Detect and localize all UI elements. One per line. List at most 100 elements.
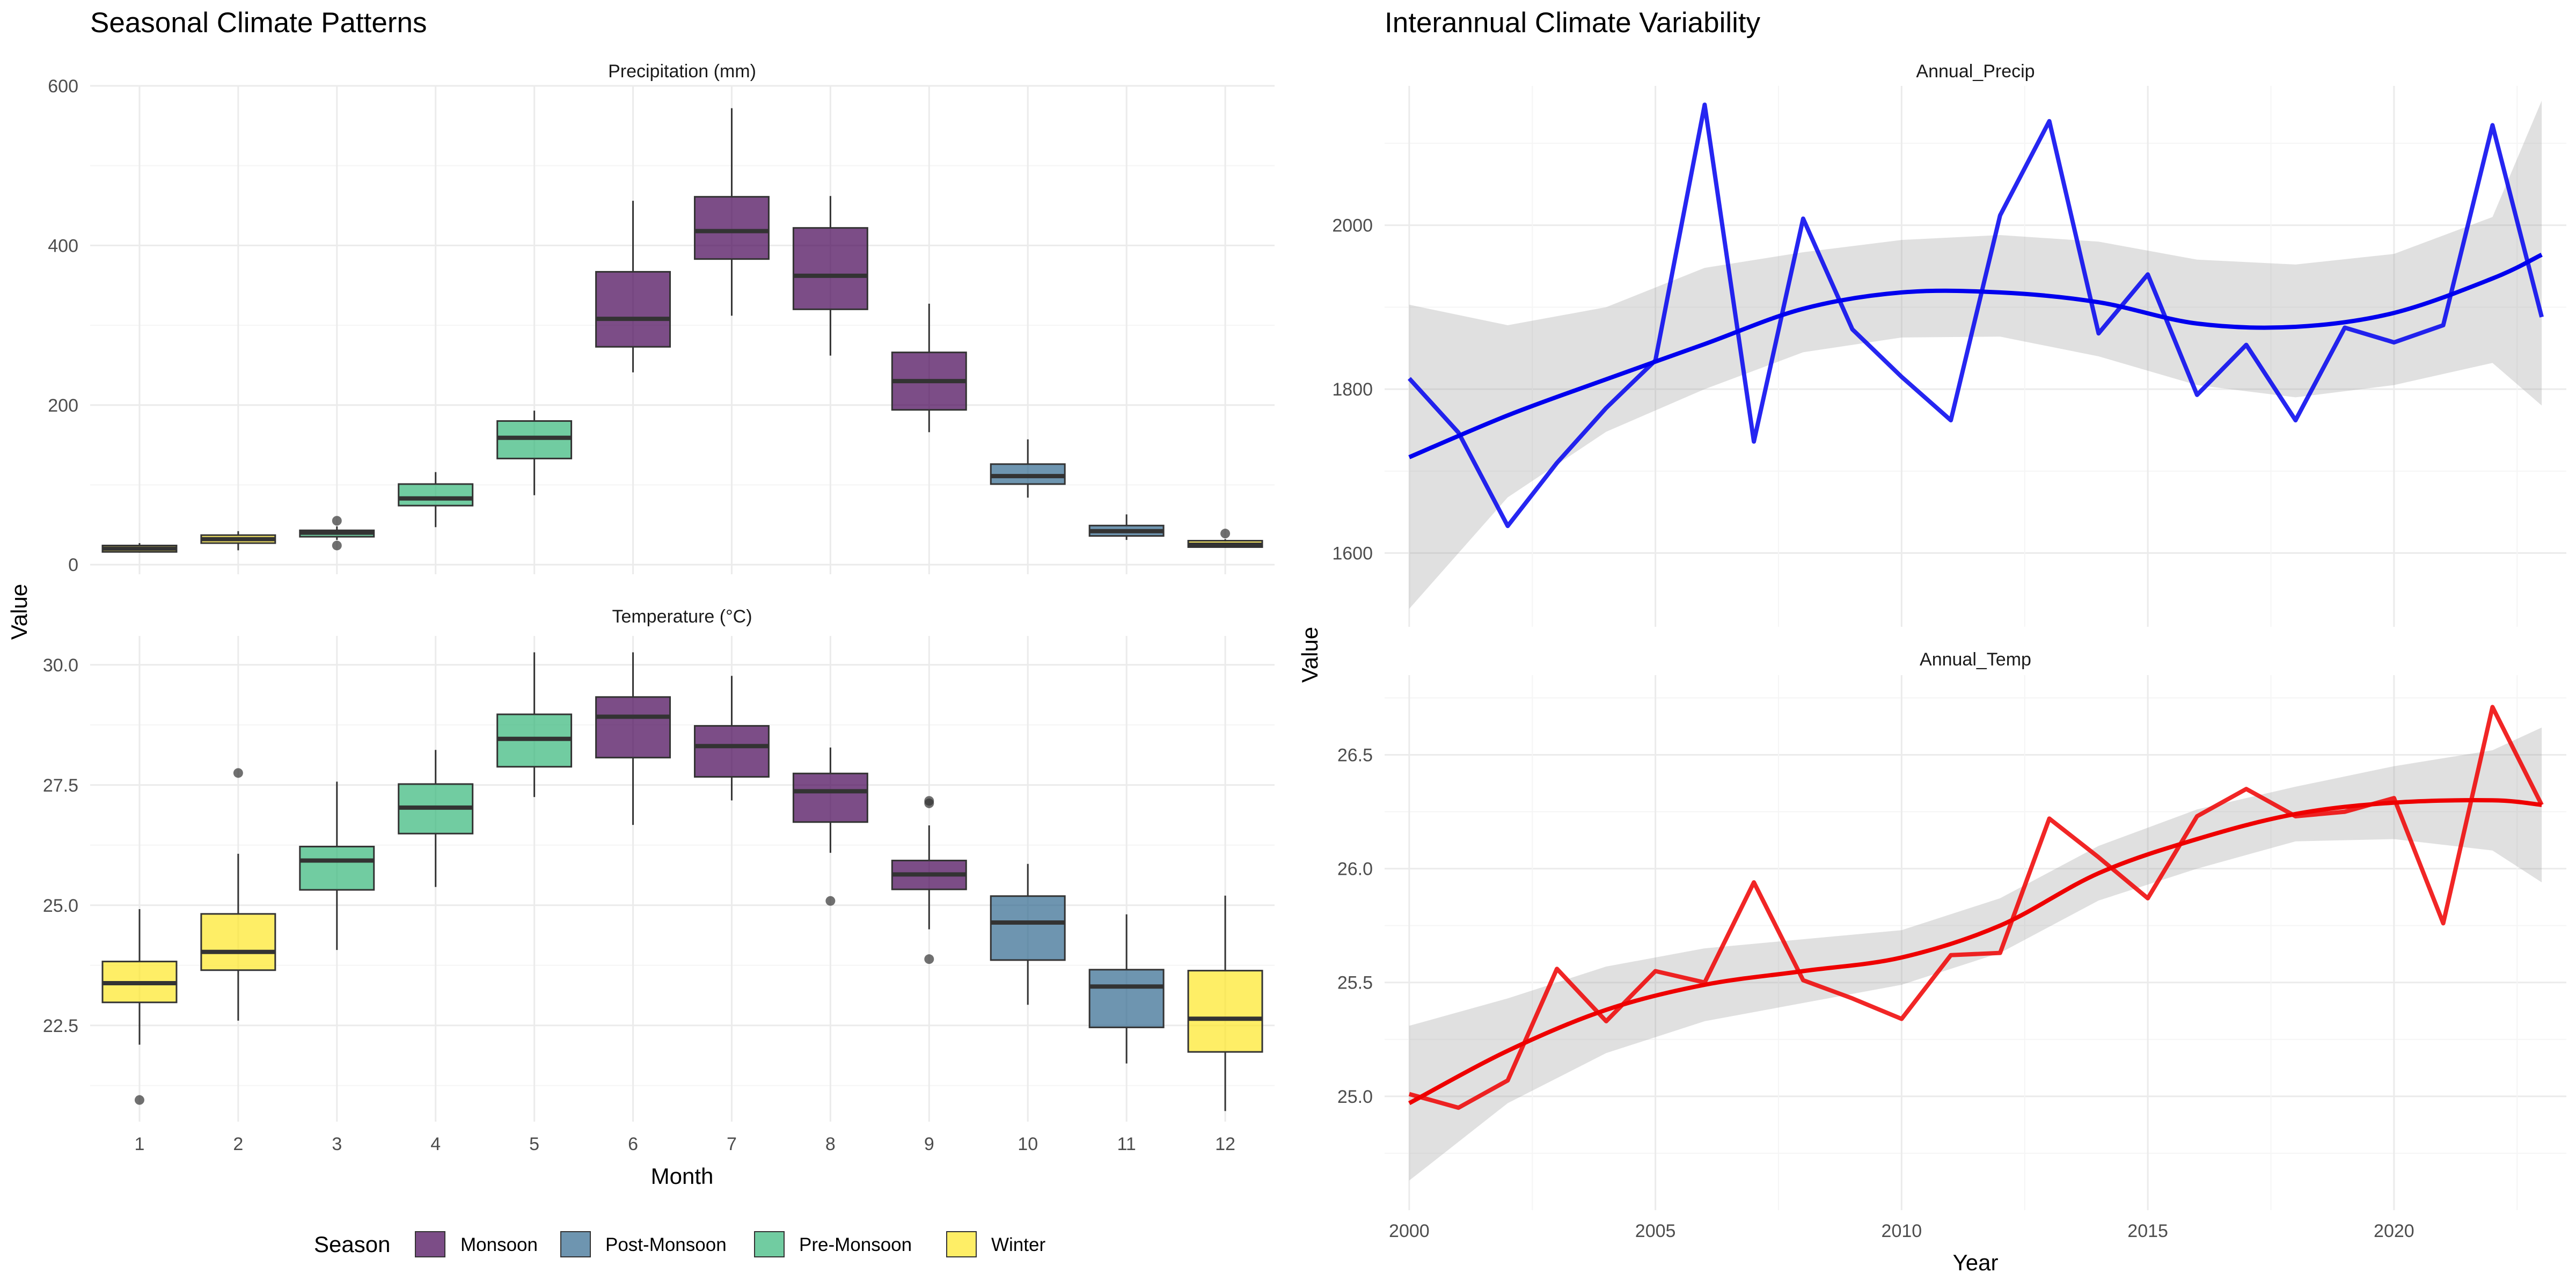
y-tick-label: 25.0 <box>43 896 78 916</box>
y-tick-label: 22.5 <box>43 1016 78 1036</box>
box-month-12 <box>1187 529 1263 548</box>
season-legend: Season Monsoon Post-Monsoon Pre-Monsoon … <box>314 1231 1045 1257</box>
right-x-axis-label: Year <box>1953 1250 1999 1275</box>
box <box>1088 969 1165 1028</box>
x-tick-label: 9 <box>924 1134 934 1154</box>
y-tick-label: 26.0 <box>1337 859 1373 880</box>
x-tick-label: 8 <box>825 1134 836 1154</box>
temperature-strip-label: Temperature (°C) <box>612 606 752 627</box>
right-chart-title: Interannual Climate Variability <box>1385 7 1761 39</box>
gridlines <box>1385 675 2566 1210</box>
box <box>595 270 671 348</box>
box-month-9 <box>891 796 967 964</box>
box <box>792 227 868 310</box>
legend-key-winter <box>946 1231 977 1257</box>
legend-label-winter: Winter <box>991 1234 1045 1255</box>
x-tick-label: 2020 <box>2374 1221 2414 1241</box>
x-tick-label: 2000 <box>1389 1221 1430 1241</box>
x-tick-label: 1 <box>134 1134 144 1154</box>
annual-precip-panel: Annual_Precip 1600 1800 2000 <box>1332 61 2566 627</box>
box <box>693 725 770 778</box>
outlier-point <box>825 896 836 906</box>
box-month-3 <box>299 516 375 551</box>
legend-label-post-monsoon: Post-Monsoon <box>605 1234 727 1255</box>
y-tick-label: 2000 <box>1332 216 1373 236</box>
y-tick-label: 25.0 <box>1337 1087 1373 1107</box>
y-tick-label: 600 <box>48 76 78 97</box>
left-y-axis-label: Value <box>6 584 32 640</box>
legend-label-pre-monsoon: Pre-Monsoon <box>799 1234 912 1255</box>
box-month-7 <box>693 108 770 316</box>
x-tick-label: 2 <box>233 1134 243 1154</box>
series-line <box>1407 103 2544 529</box>
outlier-point <box>924 798 934 808</box>
x-tick-label: 5 <box>529 1134 539 1154</box>
x-tick-label: 12 <box>1215 1134 1235 1154</box>
annual-precip-strip-label: Annual_Precip <box>1916 61 2035 82</box>
box <box>200 913 276 971</box>
right-y-axis-label: Value <box>1297 627 1322 683</box>
annual-temp-panel: Annual_Temp 25.0 25.5 26.0 26.5 2000 2005 2010… <box>1337 649 2566 1241</box>
legend-title: Season <box>314 1232 390 1257</box>
annual-temp-strip-label: Annual_Temp <box>1920 649 2031 670</box>
x-tick-label: 3 <box>332 1134 342 1154</box>
y-tick-label: 25.5 <box>1337 973 1373 993</box>
left-chart-title: Seasonal Climate Patterns <box>90 7 427 39</box>
confidence-band <box>1409 100 2542 609</box>
y-tick-label: 400 <box>48 236 78 256</box>
box-month-10 <box>990 863 1066 1005</box>
x-tick-label: 2015 <box>2127 1221 2168 1241</box>
box <box>990 895 1066 961</box>
box-month-4 <box>398 750 474 887</box>
outlier-point <box>924 954 934 964</box>
box-month-1 <box>101 543 178 553</box>
box-month-12 <box>1187 895 1263 1111</box>
box <box>398 483 474 507</box>
y-tick-label: 26.5 <box>1337 745 1373 765</box>
box-month-9 <box>891 303 967 433</box>
temperature-panel: Temperature (°C) 22.525.027.530.01 2 3 4 5 6 7… <box>43 606 1275 1154</box>
box-month-6 <box>595 201 671 372</box>
x-tick-label: 4 <box>430 1134 441 1154</box>
box-month-11 <box>1088 914 1165 1064</box>
box <box>595 696 671 759</box>
x-tick-label: 2010 <box>1882 1221 1922 1241</box>
box-month-5 <box>496 652 573 797</box>
outlier-point <box>332 516 342 526</box>
box <box>1187 970 1263 1053</box>
outlier-point <box>1220 529 1231 539</box>
outlier-point <box>233 768 243 778</box>
box-month-8 <box>792 196 868 356</box>
box-month-7 <box>693 676 770 801</box>
y-tick-label: 200 <box>48 396 78 416</box>
box-month-3 <box>299 781 375 950</box>
trend-line <box>1408 798 2542 1106</box>
box-month-6 <box>595 652 671 825</box>
y-tick-label: 30.0 <box>43 655 78 676</box>
box-month-4 <box>398 472 474 528</box>
box-month-2 <box>200 768 276 1021</box>
legend-label-monsoon: Monsoon <box>460 1234 538 1255</box>
box-month-10 <box>990 439 1066 498</box>
box <box>299 845 375 891</box>
trend-line <box>1408 252 2543 459</box>
left-x-axis-label: Month <box>651 1163 714 1189</box>
legend-key-post-monsoon <box>560 1231 591 1257</box>
legend-key-pre-monsoon <box>754 1231 785 1257</box>
x-tick-label: 7 <box>727 1134 737 1154</box>
box <box>693 196 770 260</box>
x-tick-label: 11 <box>1117 1134 1136 1154</box>
precipitation-strip-label: Precipitation (mm) <box>608 61 756 82</box>
box <box>792 772 868 823</box>
y-tick-label: 0 <box>68 555 78 575</box>
box-month-8 <box>792 747 868 906</box>
y-tick-label: 1600 <box>1332 544 1373 564</box>
x-tick-label: 10 <box>1018 1134 1038 1154</box>
y-tick-label: 1800 <box>1332 379 1373 400</box>
box-month-2 <box>200 531 276 551</box>
box-month-5 <box>496 411 573 495</box>
y-tick-label: 27.5 <box>43 775 78 796</box>
box-month-1 <box>101 909 178 1105</box>
